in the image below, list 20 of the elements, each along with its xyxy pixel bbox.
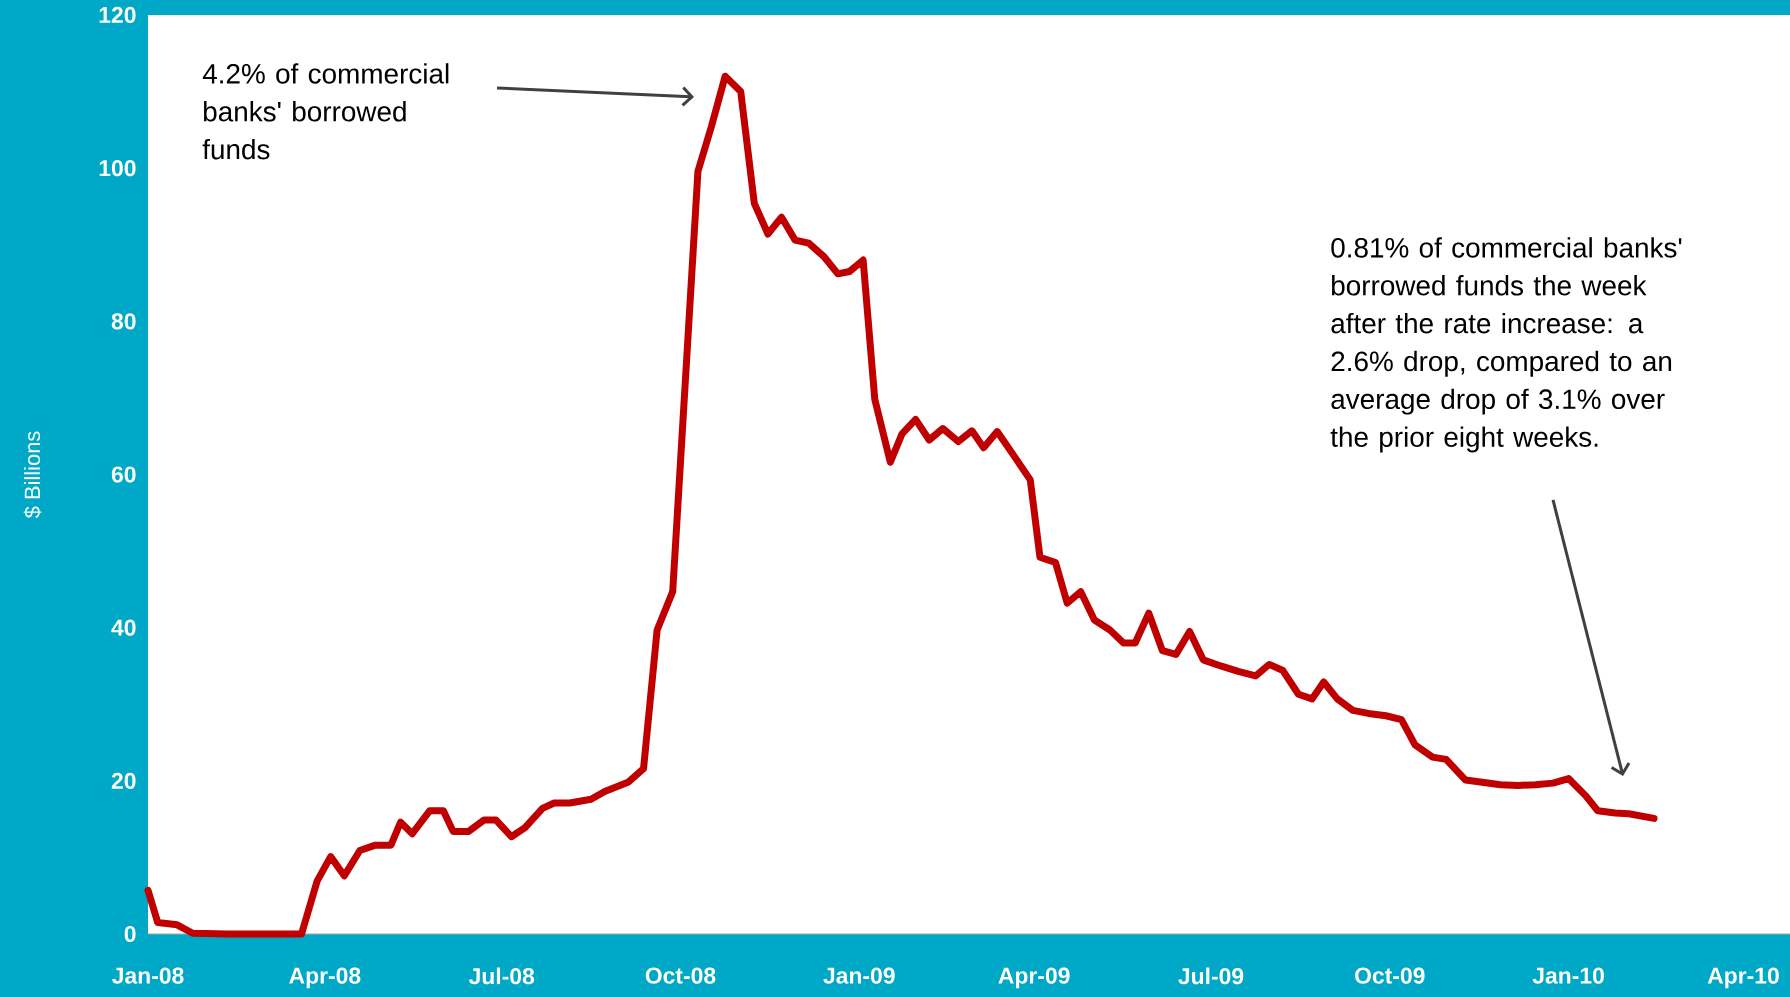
annotation: 0.81% of commercial banks' borrowed funds the week after the rate increase: a 2.6% drop, compared to an average drop of 3.1% over the prior eight weeks.	[1330, 237, 1682, 453]
y-axis-title: $ Billions	[23, 431, 42, 519]
x-tick-label: Jan-10	[1532, 967, 1604, 984]
y-tick-label: 100	[99, 160, 136, 177]
x-tick-label: Apr-10	[1707, 967, 1779, 989]
x-tick-label: Jul-09	[1178, 967, 1244, 985]
y-tick-label: 120	[99, 6, 136, 24]
y-tick-label: 60	[111, 466, 136, 483]
x-tick-label: Oct-09	[1355, 967, 1425, 984]
y-tick-label: 20	[111, 772, 136, 789]
y-tick-label: 40	[111, 619, 136, 636]
annotation: 4.2% of commercial banks' borrowed funds	[202, 63, 449, 160]
x-tick-label: Oct-08	[645, 967, 716, 984]
y-tick-label: 0	[124, 925, 136, 943]
x-tick-label: Jan-08	[112, 967, 184, 984]
x-tick-label: Apr-09	[998, 967, 1070, 989]
x-tick-label: Jan-09	[823, 967, 895, 984]
y-tick-label: 80	[111, 313, 136, 330]
x-tick-label: Jul-08	[468, 967, 535, 985]
x-tick-label: Apr-08	[289, 967, 361, 989]
